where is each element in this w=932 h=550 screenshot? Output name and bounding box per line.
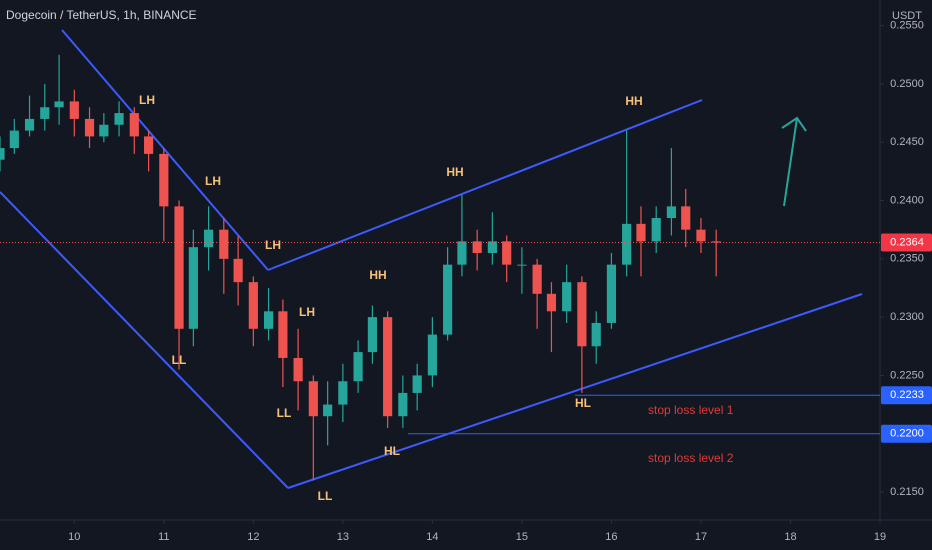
annotation: LH (139, 93, 155, 107)
annotation: HH (446, 165, 463, 179)
candle-body (278, 311, 288, 358)
x-tick-label: 12 (247, 531, 259, 543)
candle-body (188, 247, 198, 329)
candle-body (383, 317, 393, 417)
candle-body (144, 136, 154, 154)
x-tick-label: 16 (605, 531, 617, 543)
y-tick-label: 0.2450 (890, 136, 924, 148)
candle-body (532, 264, 542, 294)
candle-body (293, 357, 303, 382)
candle-body (159, 153, 169, 207)
y-tick-label: 0.2550 (890, 20, 924, 32)
candle-body (636, 223, 646, 242)
x-tick-label: 17 (695, 531, 707, 543)
candle-body (443, 264, 453, 335)
x-tick-label: 14 (426, 531, 438, 543)
annotation: HH (369, 268, 386, 282)
trend-line (61, 29, 269, 271)
candle-body (248, 282, 258, 329)
x-tick-label: 19 (874, 531, 886, 543)
y-tick-label: 0.2500 (890, 78, 924, 90)
level-name: stop loss level 1 (648, 403, 734, 417)
candle-body (502, 241, 512, 265)
candle-body (398, 392, 408, 417)
candle-body (562, 282, 572, 312)
y-tick-label: 0.2150 (890, 486, 924, 498)
annotation: LH (265, 238, 281, 252)
annotation: LL (277, 406, 292, 420)
level-name: stop loss level 2 (648, 451, 734, 465)
y-tick-label: 0.2400 (890, 194, 924, 206)
candle-body (54, 101, 64, 108)
candle-body (84, 118, 95, 137)
candle-body (174, 206, 184, 329)
candle-body (472, 241, 482, 254)
level-tag (881, 424, 932, 443)
candle-body (457, 241, 467, 265)
y-tick-label: 0.2300 (890, 311, 924, 323)
annotation: LL (172, 353, 187, 367)
x-tick-label: 10 (68, 531, 80, 543)
annotation: LH (299, 305, 315, 319)
candle-body (204, 229, 214, 248)
annotation: HL (384, 444, 400, 458)
candle-body (40, 107, 50, 119)
candle-body (427, 334, 437, 376)
candle-body (577, 282, 587, 347)
candle-body (9, 130, 19, 149)
plot-area (0, 29, 880, 489)
candle-body (0, 148, 5, 160)
x-tick-label: 11 (158, 531, 169, 543)
candle-body (696, 229, 706, 242)
x-tick-label: 15 (516, 531, 528, 543)
candle-body (233, 258, 243, 283)
trend-line (287, 293, 863, 489)
candle-body (99, 124, 109, 137)
candle-body (666, 206, 676, 219)
candle-body (308, 381, 318, 417)
candle-body (651, 218, 661, 242)
axis-unit: USDT (892, 10, 922, 22)
x-tick-label: 18 (784, 531, 796, 543)
candle-body (263, 311, 274, 329)
price-tag (881, 233, 932, 252)
candle-body (591, 322, 601, 347)
candle-body (681, 206, 691, 230)
candle-body (338, 381, 348, 405)
annotation: HH (625, 94, 642, 108)
candle-body (24, 118, 35, 131)
arrow (781, 116, 807, 207)
candle-body (367, 317, 377, 353)
candle-body (129, 113, 139, 137)
candle-body (412, 375, 422, 393)
candle-body (711, 241, 721, 243)
candle-body (114, 113, 124, 125)
candle-body (517, 264, 527, 266)
candle-body (487, 241, 497, 254)
y-tick-label: 0.2250 (890, 369, 924, 381)
candle-body (546, 293, 557, 312)
level-tag-label: 0.2233 (890, 389, 924, 401)
chart-title: Dogecoin / TetherUS, 1h, BINANCE (6, 8, 197, 22)
trend-line (267, 99, 703, 271)
x-tick-label: 13 (337, 531, 349, 543)
candle-body (606, 264, 617, 323)
candle-body (69, 101, 79, 119)
candle-body (219, 229, 229, 259)
candle-body (323, 404, 333, 417)
candle-body (353, 352, 363, 382)
annotation: LH (205, 174, 221, 188)
candle-body (622, 223, 632, 265)
annotation: HL (575, 396, 591, 410)
price-tag-label: 0.2364 (890, 236, 924, 248)
level-tag (881, 386, 932, 405)
level-tag-label: 0.2200 (890, 428, 924, 440)
annotation: LL (318, 489, 333, 503)
trend-line (0, 191, 289, 489)
y-tick-label: 0.2350 (890, 253, 924, 265)
